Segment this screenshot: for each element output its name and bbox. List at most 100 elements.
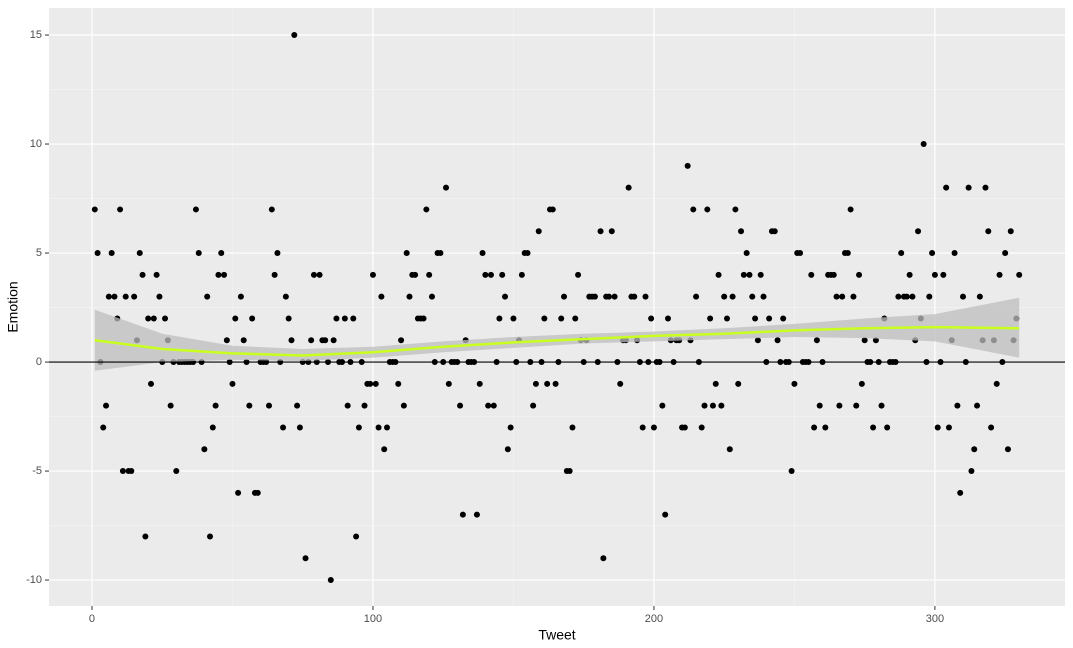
point bbox=[965, 184, 972, 191]
point bbox=[518, 271, 525, 278]
point bbox=[926, 293, 933, 300]
point bbox=[1002, 250, 1009, 257]
point bbox=[530, 402, 537, 409]
point bbox=[648, 315, 655, 322]
point bbox=[153, 271, 160, 278]
point bbox=[212, 402, 219, 409]
point bbox=[760, 293, 767, 300]
point bbox=[757, 271, 764, 278]
point bbox=[693, 293, 700, 300]
point bbox=[766, 315, 773, 322]
point bbox=[485, 402, 492, 409]
point bbox=[237, 293, 244, 300]
point bbox=[872, 337, 879, 344]
point bbox=[690, 206, 697, 213]
point bbox=[291, 32, 298, 39]
point bbox=[504, 446, 511, 453]
point bbox=[605, 293, 612, 300]
point bbox=[271, 271, 278, 278]
x-tick-label: 300 bbox=[926, 613, 944, 625]
point bbox=[119, 468, 126, 475]
point bbox=[617, 380, 624, 387]
point bbox=[920, 141, 927, 148]
y-axis-title: Emotion bbox=[5, 281, 21, 332]
point bbox=[552, 380, 559, 387]
point bbox=[147, 380, 154, 387]
point bbox=[754, 337, 761, 344]
point bbox=[499, 271, 506, 278]
point bbox=[898, 250, 905, 257]
point bbox=[1007, 228, 1014, 235]
point bbox=[743, 250, 750, 257]
point bbox=[285, 315, 292, 322]
point bbox=[749, 293, 756, 300]
y-tick-label: 0 bbox=[36, 356, 42, 368]
point bbox=[316, 271, 323, 278]
point bbox=[395, 380, 402, 387]
point bbox=[322, 337, 329, 344]
point bbox=[847, 206, 854, 213]
point bbox=[572, 315, 579, 322]
point bbox=[639, 424, 646, 431]
point bbox=[100, 424, 107, 431]
point bbox=[822, 424, 829, 431]
point bbox=[282, 293, 289, 300]
point bbox=[403, 250, 410, 257]
point bbox=[532, 380, 539, 387]
point bbox=[375, 424, 382, 431]
point bbox=[729, 293, 736, 300]
point bbox=[426, 271, 433, 278]
point bbox=[294, 402, 301, 409]
point bbox=[473, 511, 480, 518]
point bbox=[726, 446, 733, 453]
point bbox=[482, 271, 489, 278]
point bbox=[167, 402, 174, 409]
point bbox=[791, 380, 798, 387]
point bbox=[423, 206, 430, 213]
point bbox=[836, 402, 843, 409]
confidence-band bbox=[94, 297, 1020, 371]
point bbox=[246, 402, 253, 409]
point bbox=[662, 511, 669, 518]
point bbox=[122, 293, 129, 300]
point bbox=[698, 424, 705, 431]
point bbox=[192, 206, 199, 213]
point bbox=[780, 315, 787, 322]
point bbox=[341, 315, 348, 322]
point bbox=[664, 315, 671, 322]
point bbox=[105, 293, 112, 300]
point bbox=[103, 402, 110, 409]
point bbox=[884, 424, 891, 431]
point bbox=[968, 468, 975, 475]
x-tick-label: 100 bbox=[364, 613, 382, 625]
point bbox=[718, 402, 725, 409]
point bbox=[330, 337, 337, 344]
point bbox=[709, 402, 716, 409]
point bbox=[215, 271, 222, 278]
point bbox=[398, 337, 405, 344]
y-tick-label: -10 bbox=[26, 574, 42, 586]
point bbox=[909, 293, 916, 300]
point bbox=[631, 293, 638, 300]
point bbox=[558, 315, 565, 322]
point bbox=[853, 402, 860, 409]
point bbox=[788, 468, 795, 475]
point bbox=[156, 293, 163, 300]
point bbox=[378, 293, 385, 300]
point bbox=[117, 206, 124, 213]
point bbox=[327, 577, 334, 584]
point bbox=[490, 402, 497, 409]
point bbox=[982, 184, 989, 191]
point bbox=[974, 402, 981, 409]
point bbox=[993, 380, 1000, 387]
point bbox=[445, 380, 452, 387]
point bbox=[715, 271, 722, 278]
point bbox=[707, 315, 714, 322]
point bbox=[232, 315, 239, 322]
point bbox=[732, 206, 739, 213]
point bbox=[906, 271, 913, 278]
point bbox=[443, 184, 450, 191]
point bbox=[502, 293, 509, 300]
point bbox=[145, 315, 152, 322]
